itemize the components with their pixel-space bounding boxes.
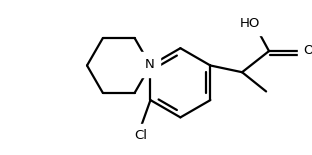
Text: O: O xyxy=(303,44,312,57)
Text: Cl: Cl xyxy=(134,129,147,142)
Text: HO: HO xyxy=(240,17,260,30)
Text: N: N xyxy=(144,58,154,71)
